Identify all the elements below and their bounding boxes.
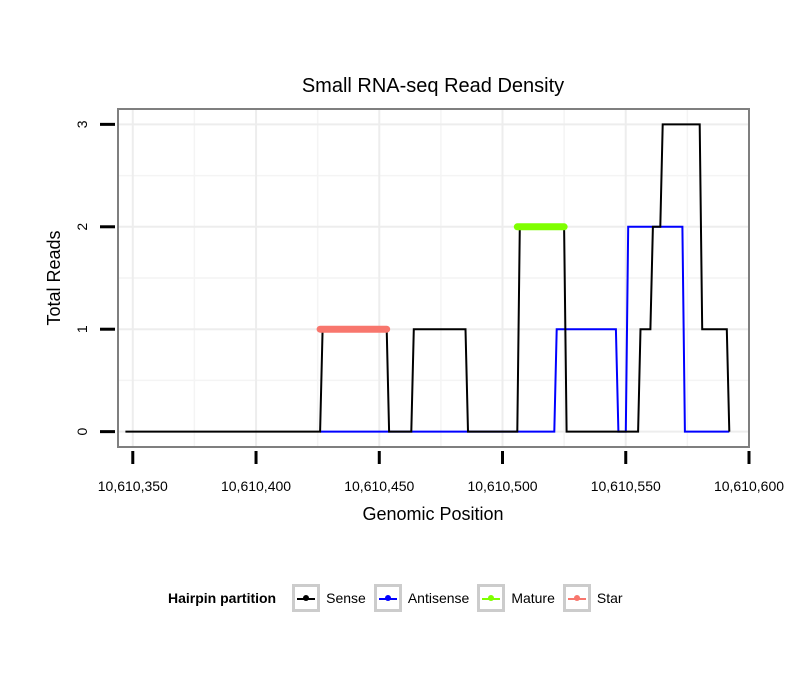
y-axis: 0 1 2 3 (74, 120, 115, 436)
legend-key-dot (488, 595, 495, 601)
x-tick-label: 10,610,400 (221, 478, 291, 494)
legend-items: Sense Antisense Mature Star (292, 584, 630, 612)
legend-key-dot (573, 595, 580, 601)
legend-key (373, 584, 402, 612)
legend-key-dot (303, 595, 310, 601)
legend-key (562, 584, 591, 612)
series-layer (125, 123, 731, 433)
y-axis-label: Total Reads (44, 230, 64, 325)
chart-title: Small RNA-seq Read Density (302, 75, 564, 97)
y-tick-label: 2 (74, 223, 90, 231)
legend-label: Sense (326, 590, 366, 606)
legend-label: Star (596, 590, 623, 606)
plot-border (117, 108, 750, 448)
legend: Hairpin partition Sense Antisense Mature St… (168, 578, 631, 618)
legend-item-sense: Sense (292, 584, 366, 612)
legend-item-mature: Mature (477, 584, 555, 612)
legend-title: Hairpin partition (168, 590, 277, 606)
grid (118, 109, 750, 447)
legend-key (477, 584, 506, 612)
legend-item-antisense: Antisense (373, 584, 470, 612)
x-tick-label: 10,610,550 (591, 478, 661, 494)
y-tick-label: 1 (74, 325, 90, 333)
legend-item-star: Star (562, 584, 623, 612)
y-tick-label: 3 (74, 120, 90, 128)
legend-label: Antisense (407, 590, 470, 606)
x-tick-label: 10,610,450 (344, 478, 414, 494)
legend-key (292, 584, 321, 612)
x-axis-label: Genomic Position (362, 504, 503, 524)
legend-label: Mature (511, 590, 555, 606)
legend-key-dot (384, 595, 391, 601)
x-axis: 10,610,350 10,610,400 10,610,450 10,610,500… (98, 451, 784, 494)
y-tick-label: 0 (74, 428, 90, 436)
x-tick-label: 10,610,500 (467, 478, 537, 494)
x-tick-label: 10,610,600 (714, 478, 784, 494)
x-tick-label: 10,610,350 (98, 478, 168, 494)
